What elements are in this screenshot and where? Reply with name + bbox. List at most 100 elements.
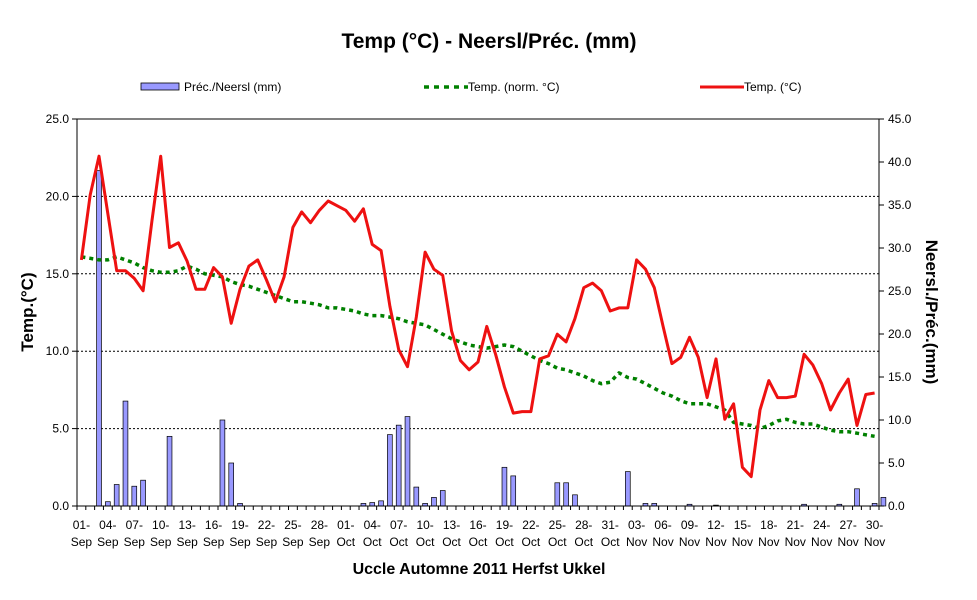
legend-label-norm: Temp. (norm. °C) — [468, 80, 559, 94]
x-tick-label-month-30: Nov — [864, 535, 885, 549]
x-tick-label-day-11: 04- — [364, 518, 381, 532]
y-left-tick-label-5: 25.0 — [46, 112, 70, 126]
precip-bar-88 — [854, 488, 860, 507]
precip-bar-6 — [131, 485, 138, 507]
y-right-tick-label-0: 0.0 — [888, 499, 905, 513]
x-tick-label-month-14: Oct — [442, 535, 461, 549]
x-axis: 01- Sep 04- Sep 07- Sep 10- Sep 13- Sep 16- Sep 19- S… — [71, 506, 885, 549]
x-tick-label-day-24: 12- — [707, 518, 724, 532]
precip-bar-48 — [501, 466, 508, 507]
precip-bar-17 — [228, 462, 235, 507]
precip-bar-62 — [625, 471, 631, 507]
precip-bar-38 — [413, 486, 420, 507]
x-tick-label-month-20: Oct — [601, 535, 620, 549]
y-right-tick-label-7: 35.0 — [888, 198, 912, 212]
precip-bar-56 — [572, 494, 578, 507]
x-tick-label-month-5: Sep — [203, 535, 225, 549]
y-left-tick-label-0: 0.0 — [52, 499, 69, 513]
x-tick-label-month-15: Oct — [469, 535, 488, 549]
x-tick-label-day-4: 13- — [178, 518, 195, 532]
x-tick-label-month-12: Oct — [389, 535, 408, 549]
y-left-tick-label-2: 10.0 — [46, 344, 70, 358]
x-tick-label-day-27: 21- — [787, 518, 804, 532]
x-tick-label-day-18: 25- — [549, 518, 566, 532]
precip-bar-54 — [554, 482, 561, 507]
x-tick-label-day-6: 19- — [231, 518, 248, 532]
normal-temp-line — [81, 255, 875, 439]
legend-swatch-precip — [140, 82, 180, 91]
x-tick-label-month-9: Sep — [309, 535, 331, 549]
x-tick-label-month-23: Nov — [679, 535, 700, 549]
x-tick-label-day-14: 13- — [443, 518, 460, 532]
precip-bar-55 — [563, 482, 569, 507]
x-tick-label-month-24: Nov — [705, 535, 726, 549]
y-axis-left-title: Temp.(°C) — [18, 272, 37, 351]
x-tick-label-month-25: Nov — [732, 535, 753, 549]
x-tick-label-day-19: 28- — [575, 518, 592, 532]
x-tick-label-month-1: Sep — [97, 535, 119, 549]
legend: Préc./Neersl (mm) Temp. (norm. °C) Temp.… — [140, 80, 801, 94]
x-tick-label-month-22: Nov — [652, 535, 673, 549]
x-tick-label-month-28: Nov — [811, 535, 832, 549]
y-right-tick-label-9: 45.0 — [888, 112, 912, 126]
precip-bar-41 — [439, 490, 446, 507]
precip-bar-4 — [113, 484, 120, 507]
x-tick-label-day-12: 07- — [390, 518, 407, 532]
precip-bar-16 — [219, 419, 226, 507]
x-tick-label-month-26: Nov — [758, 535, 779, 549]
precip-bar-10 — [166, 435, 173, 507]
y-right-tick-label-4: 20.0 — [888, 327, 912, 341]
x-tick-label-day-3: 10- — [152, 518, 169, 532]
x-tick-label-day-25: 15- — [734, 518, 751, 532]
x-tick-label-day-26: 18- — [760, 518, 777, 532]
x-tick-label-day-21: 03- — [628, 518, 645, 532]
x-tick-label-month-4: Sep — [176, 535, 198, 549]
x-tick-label-month-21: Nov — [626, 535, 647, 549]
y-left-tick-label-4: 20.0 — [46, 189, 70, 203]
x-tick-label-month-13: Oct — [416, 535, 435, 549]
x-tick-label-month-10: Oct — [336, 535, 355, 549]
y-right-tick-label-1: 5.0 — [888, 456, 905, 470]
plot-area-frame — [76, 118, 880, 507]
x-tick-label-day-1: 04- — [99, 518, 116, 532]
x-tick-label-month-8: Sep — [282, 535, 304, 549]
legend-label-temp: Temp. (°C) — [744, 80, 801, 94]
x-tick-label-month-29: Nov — [837, 535, 858, 549]
x-tick-label-day-23: 09- — [681, 518, 698, 532]
x-tick-label-month-16: Oct — [495, 535, 514, 549]
precip-bar-34 — [378, 500, 384, 507]
precip-bar-33 — [369, 502, 376, 507]
precip-bars — [96, 170, 887, 507]
temp-lines — [79, 154, 875, 479]
x-tick-label-day-10: 01- — [337, 518, 354, 532]
y-right-tick-label-5: 25.0 — [888, 284, 912, 298]
x-tick-label-day-17: 22- — [522, 518, 539, 532]
x-tick-label-day-7: 22- — [258, 518, 275, 532]
x-tick-label-month-2: Sep — [124, 535, 146, 549]
x-tick-label-day-9: 28- — [311, 518, 328, 532]
x-tick-label-month-3: Sep — [150, 535, 172, 549]
y-right-tick-label-8: 40.0 — [888, 155, 912, 169]
y-right-tick-label-6: 30.0 — [888, 241, 912, 255]
x-tick-label-day-15: 16- — [469, 518, 486, 532]
x-tick-label-day-5: 16- — [205, 518, 222, 532]
x-tick-label-day-0: 01- — [73, 518, 90, 532]
x-tick-label-month-27: Nov — [785, 535, 806, 549]
x-tick-label-day-29: 27- — [839, 518, 856, 532]
precip-bar-36 — [395, 424, 402, 507]
x-tick-label-day-28: 24- — [813, 518, 830, 532]
x-tick-label-month-6: Sep — [229, 535, 251, 549]
precip-bar-37 — [404, 416, 411, 507]
y-left-tick-label-1: 5.0 — [52, 422, 69, 436]
precip-bar-91 — [880, 497, 887, 507]
temp-line — [79, 154, 875, 479]
x-tick-label-month-19: Oct — [574, 535, 593, 549]
gridlines — [77, 195, 879, 430]
y-axis-right: 0.0 5.0 10.0 15.0 20.0 25.0 30.0 35.0 40.0 45.0 — [879, 112, 912, 513]
x-axis-title: Uccle Automne 2011 Herfst Ukkel — [353, 561, 606, 578]
x-tick-label-month-7: Sep — [256, 535, 278, 549]
x-tick-label-day-20: 31- — [602, 518, 619, 532]
x-tick-label-day-2: 07- — [126, 518, 143, 532]
y-axis-left: 0.0 5.0 10.0 15.0 20.0 25.0 — [46, 112, 77, 513]
